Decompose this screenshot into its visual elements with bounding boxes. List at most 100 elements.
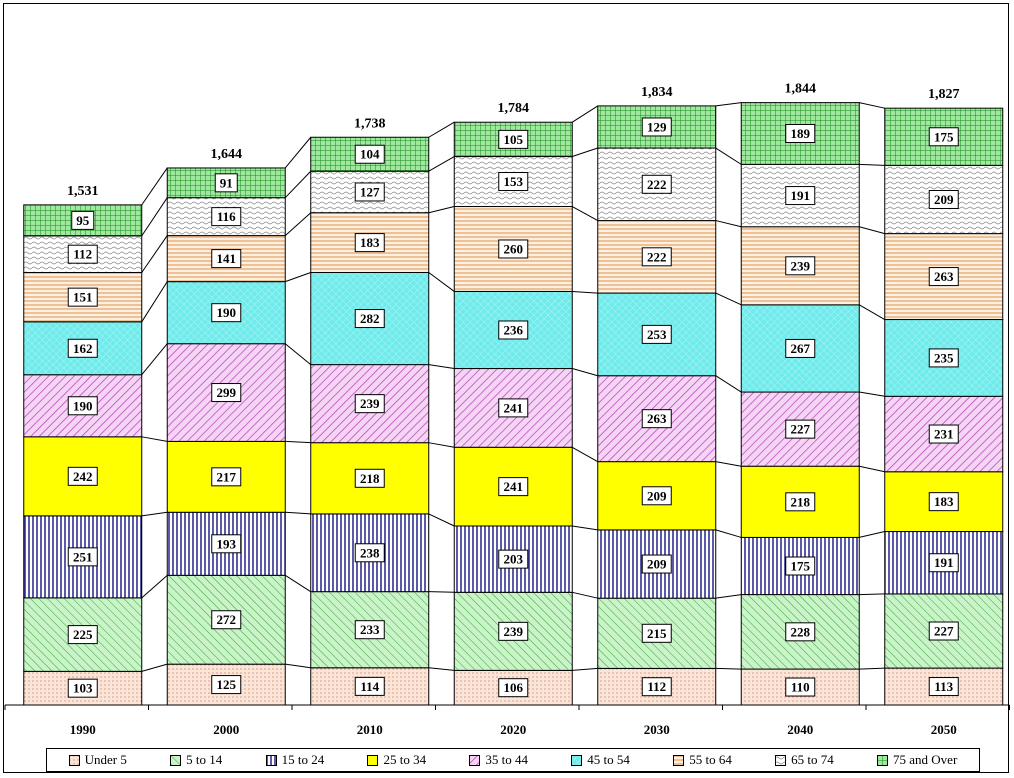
connector-line <box>859 465 885 473</box>
value-label: 282 <box>360 311 380 326</box>
legend-swatch <box>265 754 277 766</box>
total-label: 1,738 <box>354 116 386 131</box>
value-label: 183 <box>360 235 380 250</box>
value-label-box <box>785 622 816 642</box>
value-label-box <box>785 256 816 276</box>
connector-line <box>141 167 168 206</box>
connector-line <box>285 440 311 444</box>
connector-line <box>859 226 885 235</box>
connector-line <box>285 663 311 669</box>
connector-line <box>284 212 312 236</box>
value-label-box <box>211 207 242 227</box>
value-label-box <box>641 324 672 344</box>
connector-line <box>428 442 455 448</box>
value-label: 141 <box>217 251 237 266</box>
total-label: 1,531 <box>67 184 99 199</box>
connector-line <box>715 529 742 538</box>
x-tick-label: 2000 <box>213 722 239 737</box>
legend-swatch <box>367 754 379 766</box>
value-label-box <box>67 678 98 698</box>
legend-label: 5 to 14 <box>186 752 223 767</box>
legend-item: 35 to 44 <box>469 752 528 768</box>
value-label: 162 <box>73 341 93 356</box>
value-label-box <box>785 492 816 512</box>
connector-line <box>428 206 455 214</box>
legend-item: 5 to 14 <box>170 752 222 768</box>
connector-line <box>572 667 598 671</box>
connector-line <box>428 667 455 671</box>
total-label: 1,827 <box>928 87 960 102</box>
connector-line <box>141 511 168 517</box>
value-label: 241 <box>504 400 524 415</box>
value-label: 183 <box>934 494 954 509</box>
value-label-box <box>354 144 385 164</box>
value-label-box <box>498 320 529 340</box>
value-label: 239 <box>504 624 524 639</box>
value-label-box <box>211 383 242 403</box>
value-label-box <box>785 123 816 143</box>
value-label: 153 <box>504 174 524 189</box>
x-tick-label: 2050 <box>931 722 957 737</box>
value-label-box <box>785 556 816 576</box>
value-label-box <box>354 676 385 696</box>
connector-line <box>428 272 455 292</box>
connector-line <box>859 304 885 320</box>
connector-line <box>572 525 598 531</box>
legend-label: 55 to 64 <box>689 752 732 767</box>
connector-line <box>285 272 311 283</box>
connector-line <box>715 594 742 599</box>
value-label: 112 <box>73 247 92 262</box>
connector-line <box>859 667 885 670</box>
legend-swatch <box>68 754 80 766</box>
value-label: 113 <box>934 679 953 694</box>
connector-line <box>284 136 312 169</box>
value-label-box <box>928 492 959 512</box>
value-label-box <box>354 543 385 563</box>
legend-item: 25 to 34 <box>367 752 426 768</box>
value-label: 299 <box>217 385 237 400</box>
value-label-box <box>67 466 98 486</box>
value-label: 191 <box>934 555 954 570</box>
connector-line <box>428 591 455 593</box>
value-label: 228 <box>791 624 811 639</box>
value-label: 263 <box>934 269 954 284</box>
value-label: 106 <box>504 680 524 695</box>
connector-line <box>572 290 598 294</box>
connector-line <box>428 364 455 370</box>
value-label: 114 <box>360 679 379 694</box>
connector-line <box>715 147 742 165</box>
value-label-box <box>498 549 529 569</box>
value-label: 263 <box>647 411 667 426</box>
value-label-box <box>785 677 816 697</box>
value-label: 129 <box>647 119 667 134</box>
value-label-box <box>354 233 385 253</box>
total-label: 1,844 <box>785 82 817 97</box>
connector-line <box>428 156 455 172</box>
value-label-box <box>641 623 672 643</box>
value-label: 222 <box>647 177 667 192</box>
value-label-box <box>211 249 242 269</box>
x-tick-label: 1990 <box>70 722 96 737</box>
connector-line <box>859 102 885 109</box>
connector-line <box>428 513 455 527</box>
value-label: 215 <box>647 626 667 641</box>
value-label-box <box>354 620 385 640</box>
connector-line <box>284 170 312 199</box>
value-label: 189 <box>791 126 811 141</box>
connector-line <box>572 147 598 158</box>
value-label: 217 <box>217 469 237 484</box>
value-label-box <box>67 547 98 567</box>
connector-line <box>284 343 312 366</box>
connector-line <box>141 235 168 273</box>
value-label-box <box>785 338 816 358</box>
value-label: 193 <box>217 536 237 551</box>
connector-line <box>859 531 885 538</box>
value-label: 267 <box>791 341 811 356</box>
value-label-box <box>641 174 672 194</box>
value-label: 112 <box>647 679 666 694</box>
legend-item: 65 to 74 <box>775 752 834 768</box>
value-label-box <box>641 247 672 267</box>
x-tick-label: 2040 <box>787 722 813 737</box>
x-tick-label: 2030 <box>644 722 670 737</box>
value-label: 235 <box>934 350 954 365</box>
